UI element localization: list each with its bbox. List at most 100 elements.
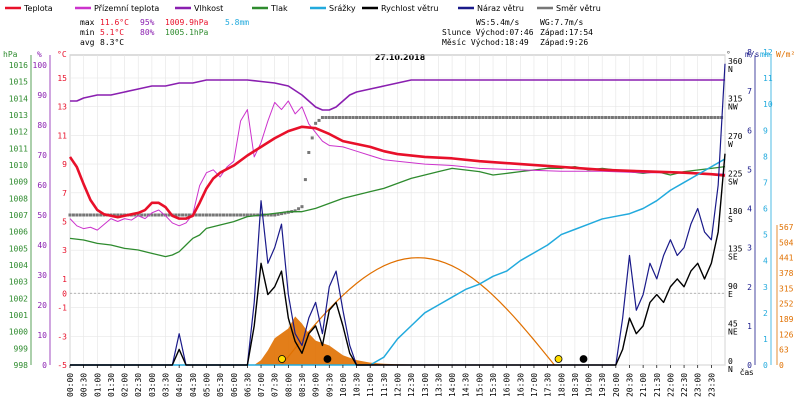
- wind-direction-dot: [692, 116, 696, 119]
- wind-direction-dot: [136, 213, 140, 217]
- hpa-tick-label: 1013: [9, 111, 28, 120]
- stat-value: 5.1°C: [100, 28, 124, 37]
- x-axis-label: čas: [740, 367, 753, 377]
- hpa-tick-label: 1009: [9, 178, 28, 187]
- wind-direction-dot: [535, 116, 539, 119]
- wind-direction-dot: [539, 116, 543, 119]
- wind-direction-dot: [68, 213, 72, 217]
- wind-direction-dot: [324, 116, 328, 119]
- wind-direction-dot: [327, 116, 331, 119]
- wind-direction-dot: [184, 213, 188, 217]
- x-tick-label: 06:30: [243, 373, 252, 397]
- wind-direction-dot: [498, 116, 502, 119]
- wm2-tick-label: 504: [779, 238, 794, 247]
- x-tick-label: 10:00: [339, 373, 348, 397]
- x-tick-label: 04:00: [175, 373, 184, 397]
- x-tick-label: 23:30: [707, 373, 716, 397]
- moonset-text: Západ:9:26: [540, 38, 588, 47]
- x-tick-label: 08:30: [298, 373, 307, 397]
- wind-direction-dot: [443, 116, 447, 119]
- ms-tick-label: 2: [747, 283, 752, 292]
- wind-direction-dot: [583, 116, 587, 119]
- degc-tick-label: 13: [57, 103, 67, 112]
- wind-direction-dot: [300, 205, 304, 209]
- wind-direction-dot: [78, 213, 82, 217]
- x-tick-label: 11:30: [380, 373, 389, 397]
- wind-direction-dot: [641, 116, 645, 119]
- wind-direction-dot: [269, 213, 273, 217]
- wind-direction-dot: [450, 116, 454, 119]
- legend: Teplota Přízemní teplota Vlhkost Tlak Srážky…: [5, 4, 601, 13]
- x-tick-label: 19:00: [585, 373, 594, 397]
- mm-tick-label: 12: [763, 48, 773, 57]
- wind-direction-dot: [303, 178, 307, 182]
- stat-label: avg: [80, 38, 95, 47]
- hpa-tick-label: 1011: [9, 144, 28, 153]
- wind-direction-dot: [576, 116, 580, 119]
- pct-tick-label: 40: [37, 241, 47, 250]
- axis-unit-dir: °: [726, 50, 731, 59]
- wind-direction-dot: [491, 116, 495, 119]
- wind-direction-dot: [399, 116, 403, 119]
- sun-moon-info: WS:5.4m/s WG:7.7m/s Slunce Východ:07:46 Záp…: [442, 18, 593, 47]
- dir-name-label: N: [728, 365, 733, 374]
- wind-direction-dot: [146, 213, 150, 217]
- stat-value: 95%: [140, 18, 155, 27]
- axis-unit-pct: %: [37, 50, 42, 59]
- stat-value: 11.6°C: [100, 18, 129, 27]
- moonrise-marker: [579, 355, 588, 363]
- wind-direction-dot: [334, 116, 338, 119]
- wind-direction-dot: [116, 213, 120, 217]
- moonrise-text: Měsíc Východ:18:49: [442, 38, 529, 47]
- wind-direction-dot: [385, 116, 389, 119]
- wind-direction-dot: [631, 116, 635, 119]
- mm-tick-label: 4: [763, 257, 768, 266]
- x-tick-label: 17:00: [530, 373, 539, 397]
- wind-direction-dot: [532, 116, 536, 119]
- pct-tick-label: 20: [37, 301, 47, 310]
- wind-direction-dot: [617, 116, 621, 119]
- wind-direction-dot: [549, 116, 553, 119]
- x-tick-label: 01:00: [93, 373, 102, 397]
- axis-unit-degc: °C: [57, 50, 67, 59]
- wind-direction-dot: [249, 213, 253, 217]
- x-tick-label: 07:30: [271, 373, 280, 397]
- x-tick-label: 18:00: [557, 373, 566, 397]
- degc-tick-label: 5: [62, 218, 67, 227]
- wind-direction-dot: [406, 116, 410, 119]
- x-tick-label: 05:00: [202, 373, 211, 397]
- wind-direction-dot: [467, 116, 471, 119]
- wm2-tick-label: 441: [779, 254, 794, 263]
- wind-direction-dot: [593, 116, 597, 119]
- dir-name-label: SE: [728, 253, 738, 262]
- degc-tick-label: 3: [62, 246, 67, 255]
- x-tick-label: 21:00: [639, 373, 648, 397]
- mm-tick-label: 9: [763, 126, 768, 135]
- wind-direction-dot: [372, 116, 376, 119]
- chart-date: 27.10.2018: [375, 53, 426, 62]
- wind-direction-dot: [293, 209, 297, 213]
- dir-name-label: NE: [728, 328, 738, 337]
- plot-area: 27.10.2018: [68, 53, 726, 366]
- dir-tick-label: 225: [728, 170, 743, 179]
- wind-direction-dot: [402, 116, 406, 119]
- wind-direction-dot: [604, 116, 608, 119]
- mm-tick-label: 10: [763, 100, 773, 109]
- series-line: [70, 158, 726, 366]
- ms-tick-label: 1: [747, 322, 752, 331]
- hpa-tick-label: 1003: [9, 278, 28, 287]
- mm-tick-label: 7: [763, 178, 768, 187]
- x-tick-label: 00:00: [66, 373, 75, 397]
- wind-direction-dot: [614, 116, 618, 119]
- wind-direction-dot: [297, 207, 301, 211]
- wind-direction-dot: [245, 213, 249, 217]
- ms-tick-label: 8: [747, 48, 752, 57]
- wind-direction-dot: [484, 116, 488, 119]
- stats-block: max 11.6°C 95% 1009.9hPa 5.8mm min 5.1°C 80% 100…: [80, 18, 249, 47]
- wind-direction-dot: [556, 116, 560, 119]
- hpa-tick-label: 1007: [9, 211, 28, 220]
- wind-direction-dot: [433, 116, 437, 119]
- pct-tick-label: 90: [37, 91, 47, 100]
- wind-direction-dot: [75, 213, 79, 217]
